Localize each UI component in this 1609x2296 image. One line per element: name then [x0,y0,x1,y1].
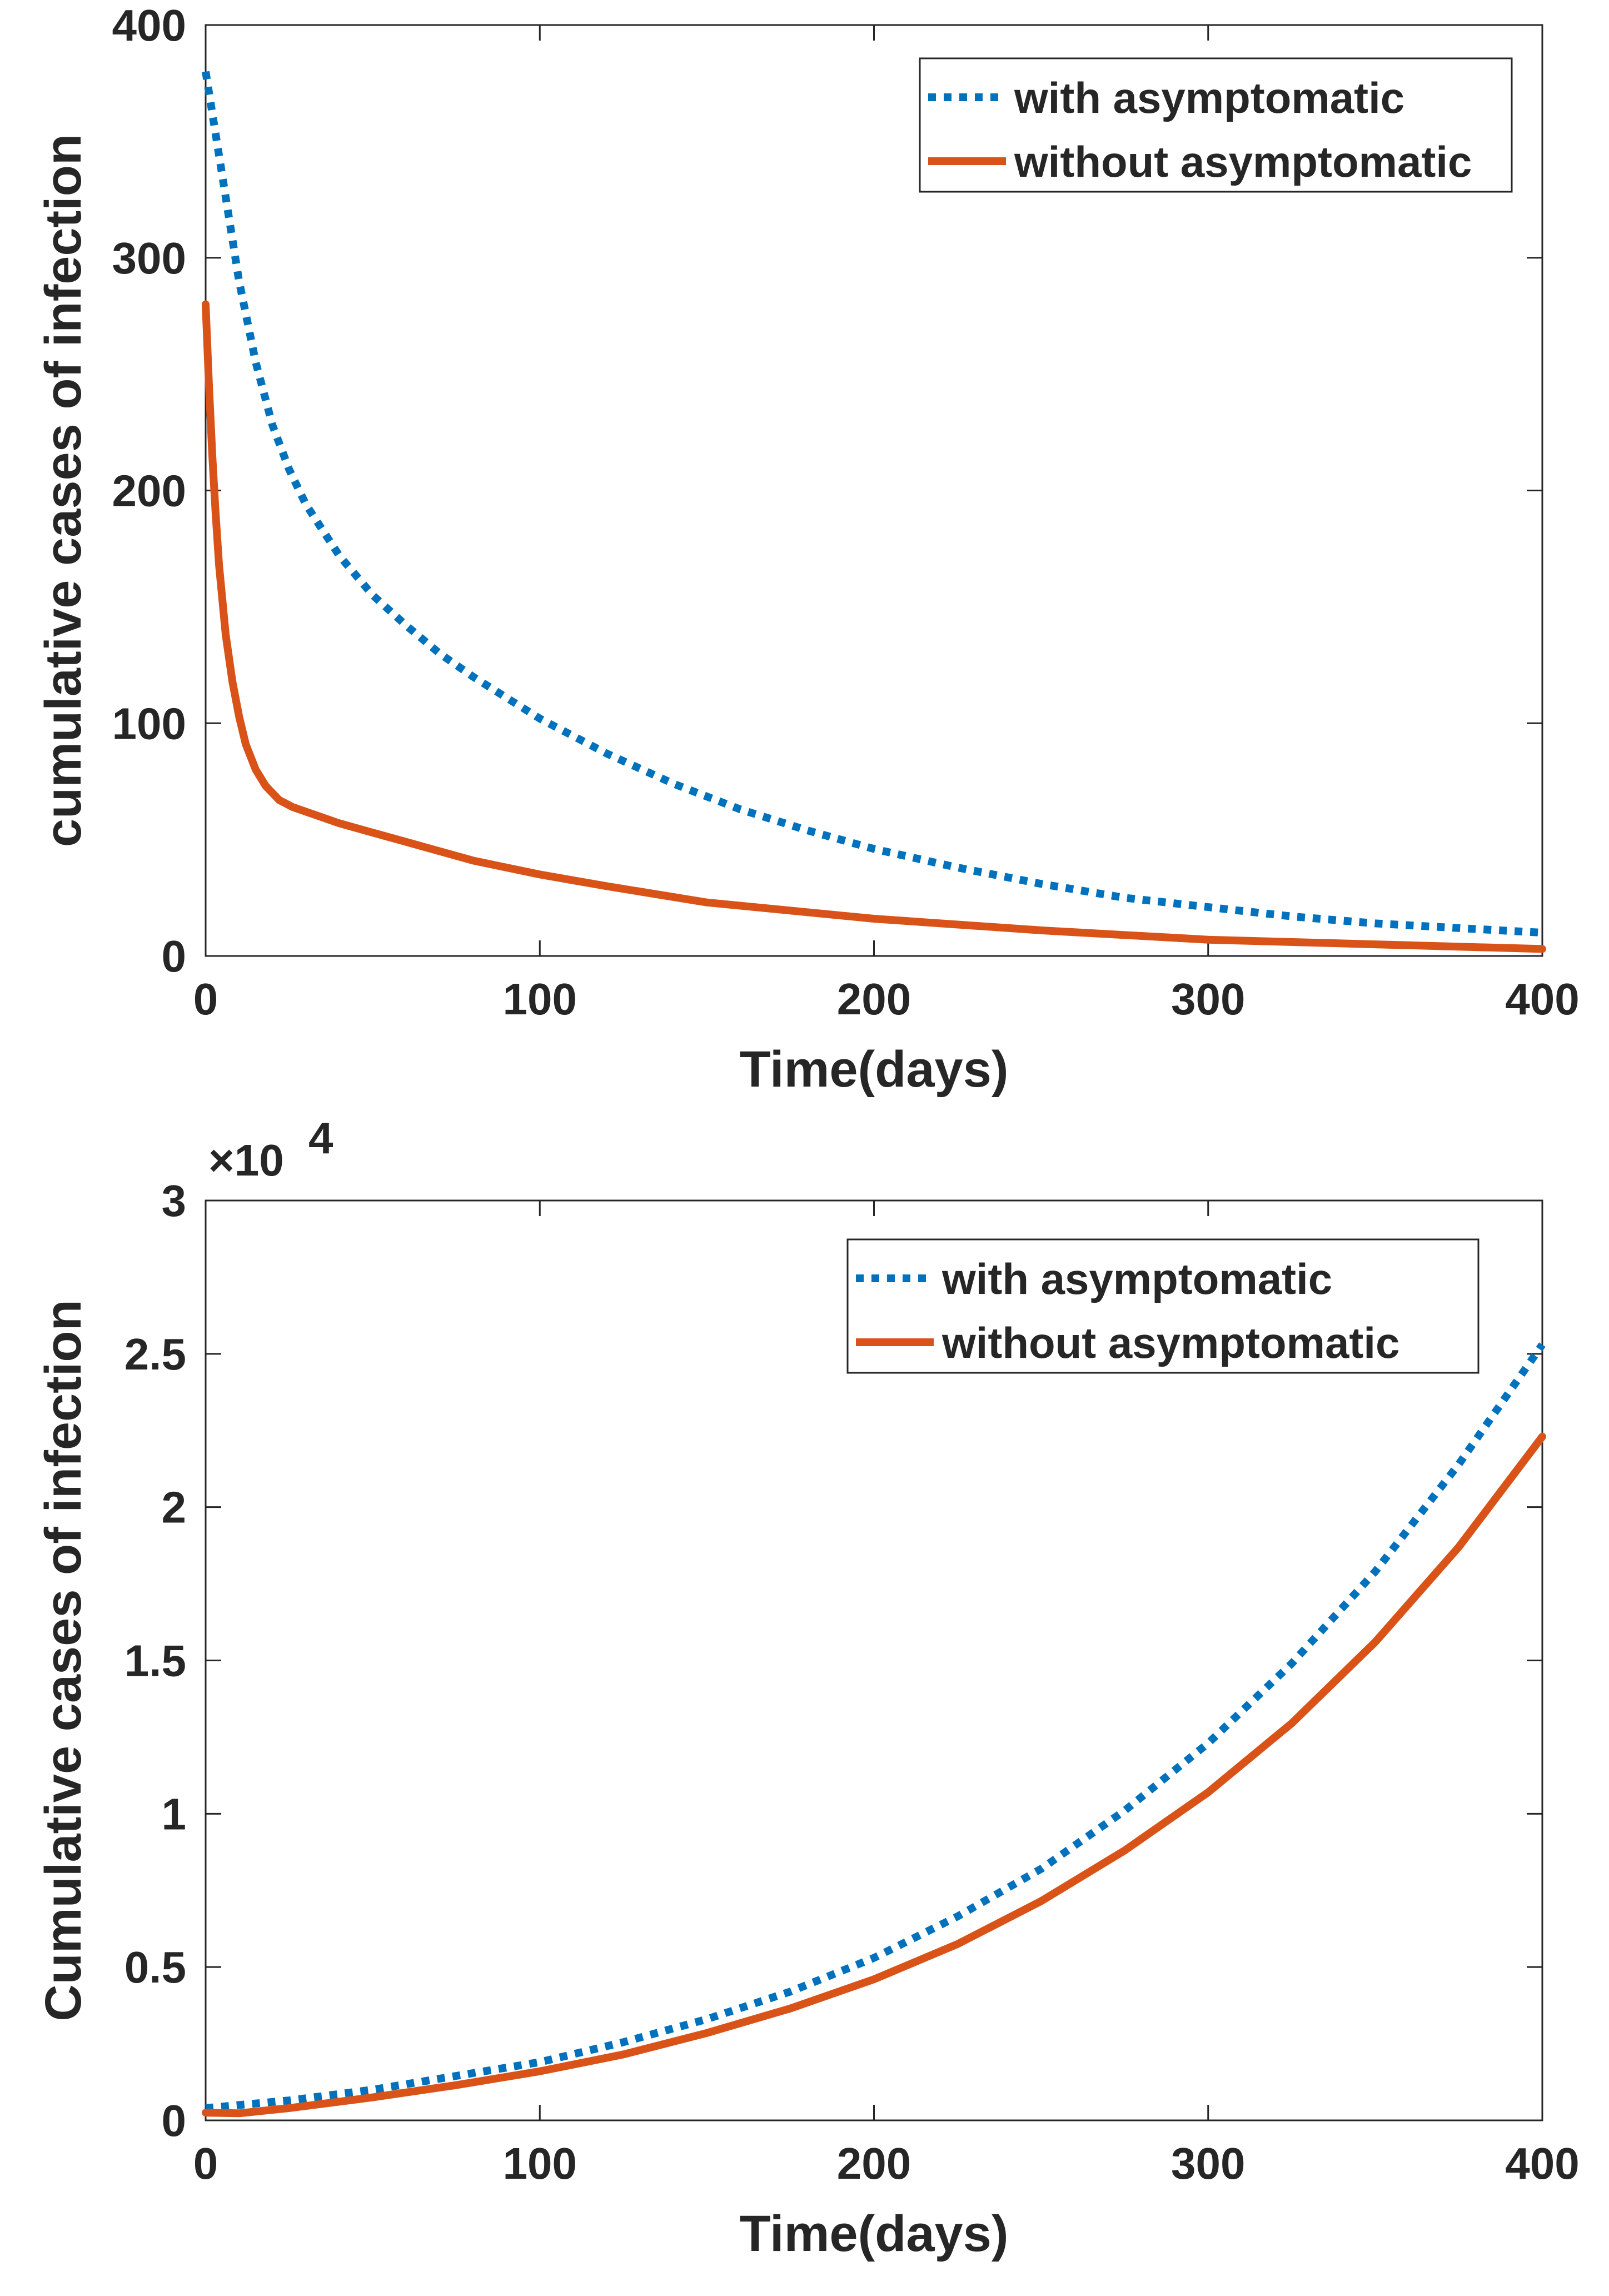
y-tick-label: 2 [162,1483,187,1532]
x-tick-label: 0 [193,2139,218,2188]
y-tick-label: 200 [112,466,186,516]
x-tick-label: 300 [1171,2139,1245,2188]
y-tick-label: 300 [112,233,186,283]
legend-label: with asymptomatic [942,1254,1332,1303]
x-axis-label: Time(days) [739,1041,1008,1098]
legend-label: with asymptomatic [1014,73,1404,122]
y-axis-exponent-power: 4 [308,1113,333,1163]
legend-box [846,1238,1480,1374]
legend-label: without asymptomatic [1014,137,1472,186]
x-tick-label: 100 [503,2139,577,2188]
x-tick-label: 300 [1171,974,1245,1024]
x-tick-label: 200 [837,974,911,1024]
legend: with asymptomatic without asymptomatic [846,1238,1480,1374]
x-tick-label: 0 [193,974,218,1024]
legend: with asymptomatic without asymptomatic [919,57,1513,193]
y-tick-label: 100 [112,699,186,748]
y-tick-label: 0 [162,2096,187,2145]
bottom-chart: 0 100 200 300 400 0 0.5 1 1.5 2 2.5 3 Time(days) Cumu… [35,1113,1580,2262]
x-tick-label: 400 [1505,2139,1579,2188]
x-tick-label: 100 [503,974,577,1024]
x-axis-label: Time(days) [739,2205,1008,2262]
y-axis-label: Cumulative cases of infection [35,1299,92,2021]
y-tick-label: 400 [112,1,186,50]
legend-label: without asymptomatic [942,1318,1399,1367]
y-tick-label: 2.5 [124,1329,186,1379]
y-tick-label: 3 [162,1176,187,1226]
y-tick-label: 0 [162,932,187,981]
y-axis-exponent: ×10 [208,1135,284,1185]
series-line-without-asymptomatic [202,300,1546,953]
series-line-with-asymptomatic [205,1342,1546,2112]
x-tick-label: 400 [1505,974,1579,1024]
legend-box [919,57,1513,193]
series-line-without-asymptomatic [202,1432,1546,2118]
x-tick-label: 200 [837,2139,911,2188]
y-tick-label: 1.5 [124,1636,186,1686]
top-chart: 0 100 200 300 400 0 100 200 300 400 Time(days) cumu… [35,1,1580,1098]
y-tick-label: 1 [162,1789,187,1839]
series-line-with-asymptomatic [202,71,1543,937]
y-tick-label: 0.5 [124,1943,186,1992]
y-axis-label: cumulative cases of infection [35,134,92,847]
